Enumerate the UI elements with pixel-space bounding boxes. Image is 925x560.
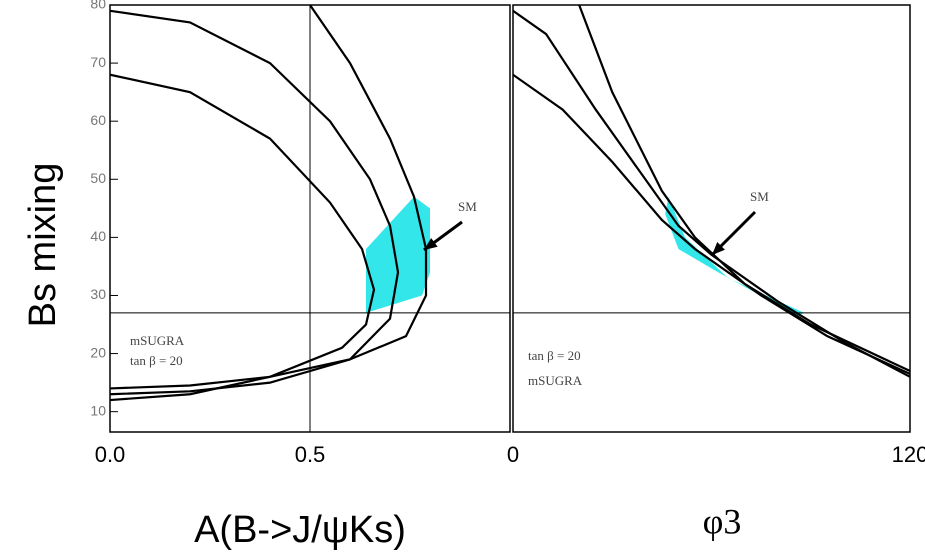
- curve: [110, 5, 428, 390]
- shaded-region: [665, 196, 805, 316]
- x-tick-label: 0.5: [295, 442, 326, 467]
- arrow-head: [424, 237, 438, 250]
- x-tick-label: 0: [507, 442, 519, 467]
- y-tick-label: 40: [90, 228, 106, 244]
- annotation: tan β = 20: [528, 348, 581, 363]
- annotation: mSUGRA: [528, 373, 583, 388]
- y-tick-label: 50: [90, 170, 106, 186]
- shaded-region: [366, 196, 430, 313]
- curve: [110, 9, 400, 396]
- curve: [578, 5, 910, 372]
- curve: [110, 73, 376, 402]
- x-axis-label: φ3: [703, 501, 742, 541]
- x-tick-label: 0.0: [95, 442, 126, 467]
- y-tick-label: 30: [90, 286, 106, 302]
- y-tick-label: 80: [90, 0, 106, 12]
- annotation: SM: [458, 199, 477, 214]
- annotation: tan β = 20: [130, 353, 183, 368]
- x-axis-label: A(B->J/ψKs): [194, 509, 406, 551]
- curve: [513, 9, 910, 378]
- arrow-head: [712, 242, 725, 255]
- y-tick-label: 70: [90, 54, 106, 70]
- y-tick-label: 10: [90, 402, 106, 418]
- y-axis-label: Bs mixing: [22, 163, 64, 328]
- y-tick-label: 60: [90, 112, 106, 128]
- annotation: SM: [750, 189, 769, 204]
- annotation: mSUGRA: [130, 333, 185, 348]
- y-tick-label: 20: [90, 344, 106, 360]
- x-tick-label: 120: [892, 442, 925, 467]
- plot-frame: [512, 4, 911, 433]
- curve: [513, 73, 910, 375]
